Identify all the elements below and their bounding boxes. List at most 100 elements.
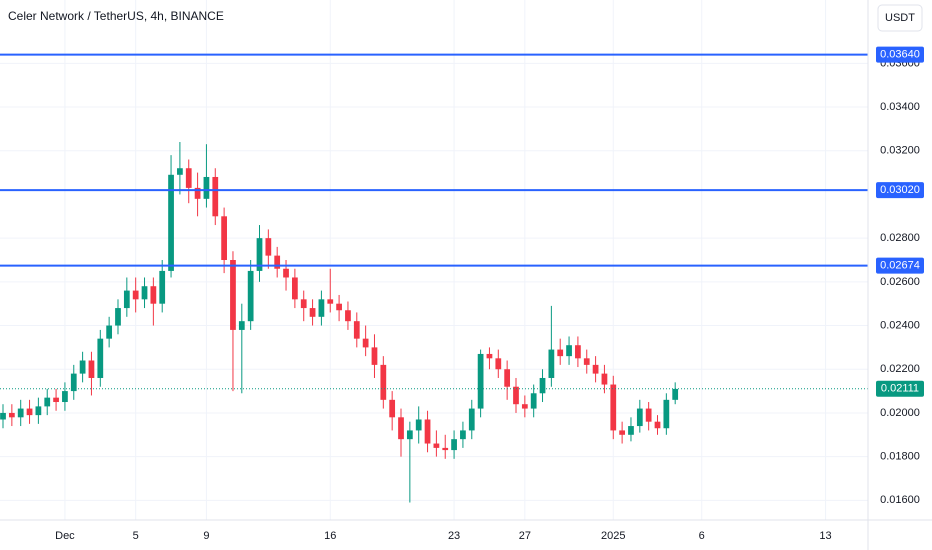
- candle-body: [521, 404, 528, 409]
- level-label-bg: [876, 182, 924, 199]
- candle-body: [221, 216, 227, 260]
- candle-body: [575, 345, 581, 359]
- y-tick-label: 0.02800: [880, 232, 920, 244]
- y-tick-label: 0.01600: [880, 494, 920, 506]
- candle-body: [106, 325, 113, 339]
- candle-body: [336, 303, 342, 311]
- y-tick-label: 0.03200: [880, 145, 920, 157]
- candle-body: [238, 321, 245, 330]
- candle-body: [486, 353, 493, 359]
- candle-body: [406, 430, 413, 440]
- candle-body: [327, 299, 334, 304]
- candle-body: [62, 391, 68, 403]
- candle-body: [362, 338, 369, 348]
- y-tick-label: 0.02000: [880, 407, 920, 419]
- candle-body: [212, 176, 219, 217]
- candle-body: [318, 299, 325, 317]
- candle-body: [495, 358, 502, 370]
- candle-body: [592, 364, 599, 374]
- candle-body: [460, 430, 466, 440]
- candle-body: [300, 299, 307, 309]
- candle-body: [141, 286, 148, 300]
- y-tick-label: 0.01800: [880, 451, 920, 463]
- candle-body: [601, 373, 608, 385]
- candle-body: [274, 255, 281, 269]
- candle-body: [504, 369, 511, 387]
- candle-body: [353, 321, 360, 339]
- last-price-label: 0.02111: [881, 383, 919, 395]
- x-tick-label: 9: [203, 530, 209, 542]
- level-label-bg: [876, 257, 924, 274]
- chart-title: Celer Network / TetherUS, 4h, BINANCE: [8, 9, 224, 23]
- x-tick-label: 6: [699, 530, 705, 542]
- candle-body: [115, 308, 121, 326]
- level-label-bg: [876, 46, 924, 63]
- candle-body: [415, 419, 422, 431]
- candle-body: [628, 426, 634, 435]
- candle-body: [8, 412, 15, 418]
- candle-body: [477, 353, 484, 409]
- x-tick-label: 2025: [601, 530, 625, 542]
- candle-body: [654, 421, 661, 429]
- candle-body: [44, 397, 51, 407]
- candle-body: [424, 419, 431, 444]
- candle-body: [265, 238, 272, 256]
- candle-body: [619, 430, 625, 435]
- x-tick-label: 16: [324, 530, 336, 542]
- plot: [0, 53, 868, 503]
- currency-button-label[interactable]: USDT: [885, 12, 915, 24]
- last-price-label-bg: [876, 380, 924, 397]
- candle-body: [292, 277, 298, 300]
- candle-body: [451, 439, 457, 451]
- x-tick-label: 23: [448, 530, 460, 542]
- candle-body: [35, 406, 42, 416]
- candle-body: [168, 174, 174, 271]
- candle-body: [557, 349, 564, 357]
- candle-body: [123, 290, 130, 309]
- candle-body: [0, 412, 6, 420]
- y-tick-label: 0.02600: [880, 276, 920, 288]
- candle-body: [97, 338, 104, 378]
- candle-body: [185, 168, 192, 188]
- candle-body: [433, 443, 440, 448]
- candle-body: [539, 377, 546, 394]
- candle-body: [663, 399, 670, 429]
- candle-body: [26, 408, 33, 416]
- candle-body: [17, 408, 24, 418]
- axes: 0.01600 0.01800 0.02000 0.02200 0.02400 0.026…: [55, 46, 924, 542]
- currency-button[interactable]: [877, 4, 923, 32]
- candle-body: [566, 345, 572, 357]
- candle-body: [230, 260, 236, 330]
- x-tick-label: 27: [519, 530, 531, 542]
- candle-body: [672, 388, 679, 400]
- candle-body: [88, 360, 95, 378]
- candle-body: [636, 408, 643, 427]
- candle-body: [513, 386, 519, 405]
- candle-body: [442, 447, 449, 451]
- x-tick-label: 5: [133, 530, 139, 542]
- candle-body: [371, 347, 378, 365]
- candle-body: [203, 176, 210, 199]
- candle-body: [177, 168, 183, 175]
- candle-body: [79, 360, 86, 374]
- y-tick-label: 0.03400: [880, 101, 920, 113]
- candle-body: [70, 373, 77, 392]
- x-tick-label: Dec: [55, 530, 75, 542]
- level-label: 0.03020: [880, 184, 920, 196]
- candle-body: [389, 399, 396, 418]
- candle-body: [194, 187, 201, 199]
- y-tick-label: 0.02400: [880, 319, 920, 331]
- candle-body: [53, 397, 59, 403]
- candle-body: [380, 364, 387, 400]
- candle-body: [309, 308, 316, 317]
- level-label: 0.03640: [880, 49, 920, 61]
- candle-body: [283, 268, 289, 278]
- candle-body: [247, 270, 254, 322]
- candle-body: [256, 238, 263, 271]
- candle-body: [398, 417, 404, 440]
- candle-body: [610, 384, 617, 431]
- candle-body: [530, 393, 537, 409]
